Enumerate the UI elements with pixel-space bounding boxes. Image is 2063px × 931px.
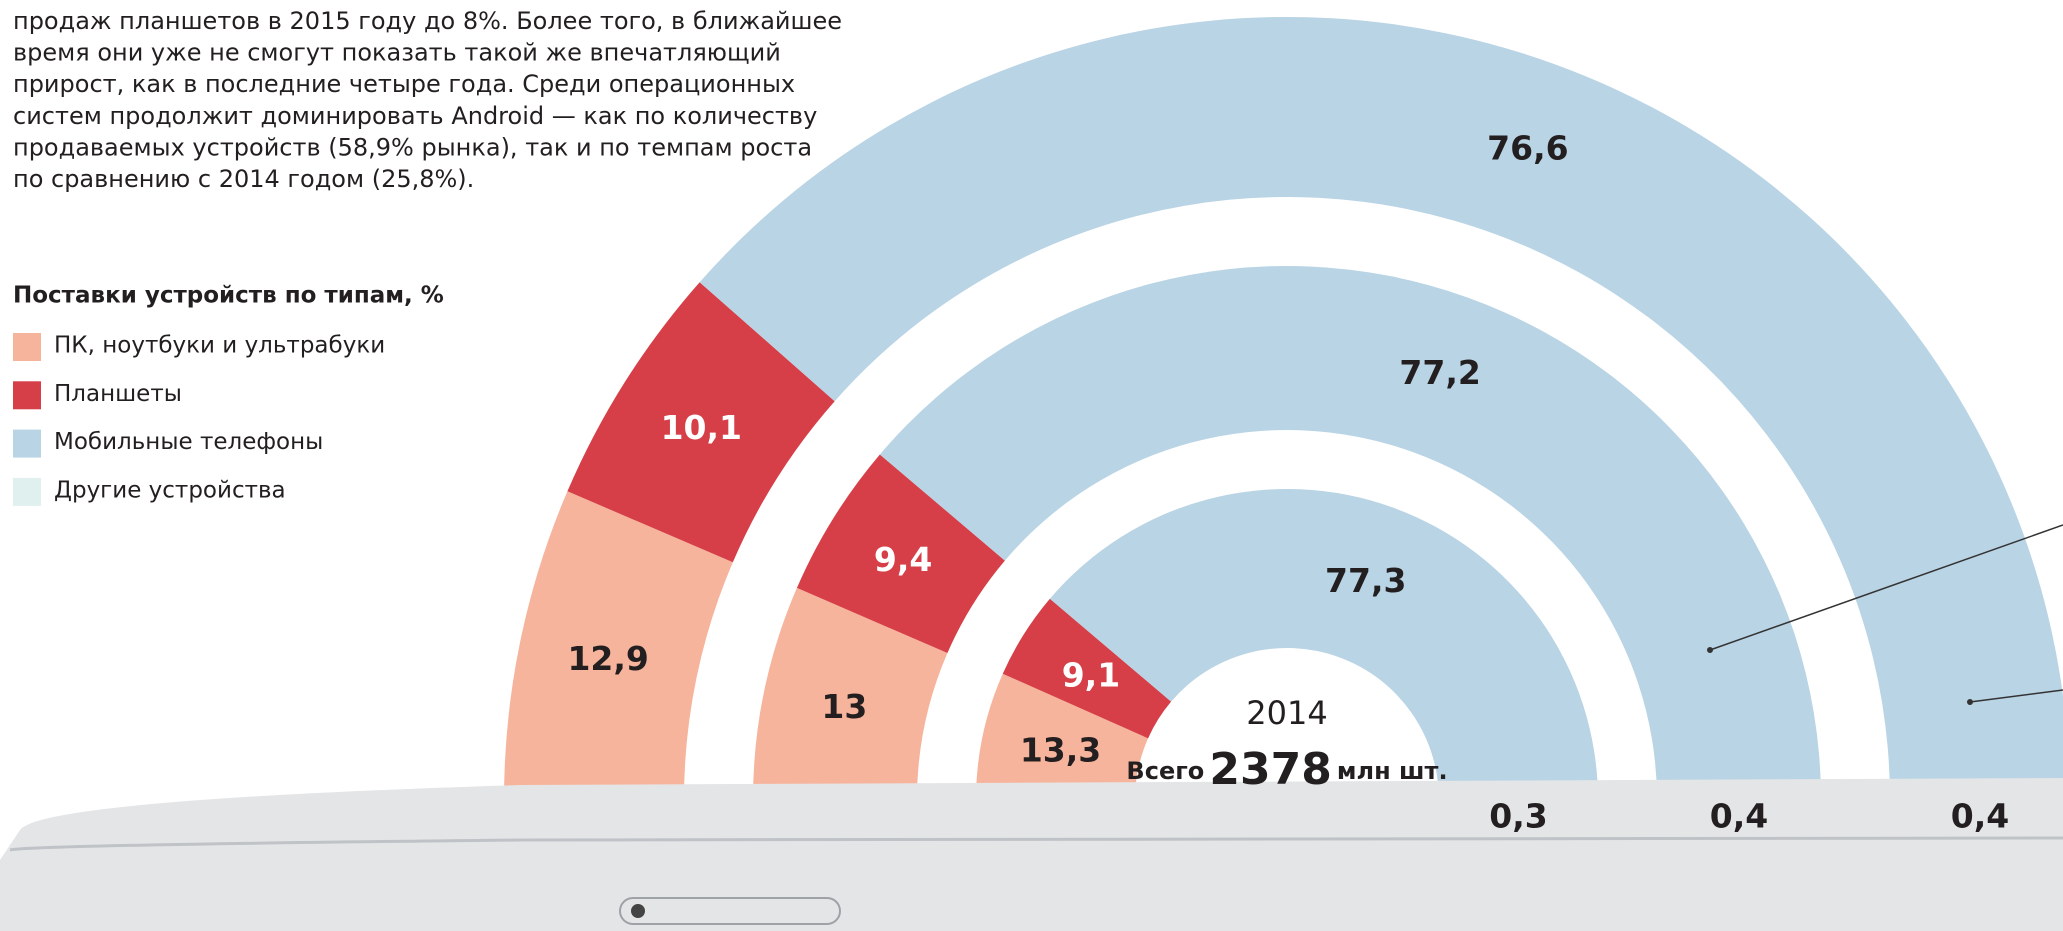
leader-dot (1707, 647, 1713, 653)
rings (504, 17, 2063, 800)
legend-title: Поставки устройств по типам, % (13, 283, 444, 309)
segment (567, 282, 835, 563)
tablet-hole (631, 904, 645, 918)
intro-line: систем продолжит доминировать Android — … (13, 102, 817, 130)
intro-line: продаж планшетов в 2015 году до 8%. Боле… (13, 7, 842, 35)
total-prefix: Всего (1126, 757, 1204, 785)
legend-swatch (13, 333, 41, 361)
segment (1049, 488, 1598, 799)
value-label: 9,1 (1062, 655, 1120, 694)
value-label: 0,4 (1710, 797, 1768, 836)
value-label: 77,2 (1399, 353, 1480, 392)
tablet (0, 524, 2063, 931)
legend: ПК, ноутбуки и ультрабуки Планшеты Мобильн… (13, 333, 385, 506)
value-label: 9,4 (874, 540, 932, 579)
legend-label: Другие устройства (54, 477, 286, 503)
segment (753, 587, 948, 800)
segment (1002, 598, 1172, 739)
intro-line: прирост, как в последние четыре года. Ср… (13, 70, 795, 98)
intro-line: по сравнению с 2014 годом (25,8%). (13, 165, 474, 193)
segment (879, 265, 1821, 796)
tablet-body (0, 778, 2063, 931)
center-total: Всего 2378 млн шт. (1126, 744, 1447, 795)
total-value: 2378 (1209, 744, 1331, 795)
segment (699, 17, 2063, 793)
value-label: 76,6 (1487, 129, 1568, 168)
total-unit: млн шт. (1337, 757, 1448, 785)
legend-swatch (13, 477, 41, 506)
value-label: 13 (821, 687, 867, 726)
legend-label: ПК, ноутбуки и ультрабуки (54, 333, 385, 359)
legend-swatch (13, 381, 41, 410)
value-label: 0,3 (1489, 797, 1547, 836)
leader-line (1709, 524, 2063, 651)
value-label: 13,3 (1020, 730, 1101, 769)
tablet-button (619, 897, 841, 925)
intro-text: продаж планшетов в 2015 году до 8%. Боле… (13, 7, 842, 193)
center-year: 2014 (1246, 694, 1327, 732)
value-label: 10,1 (661, 408, 742, 447)
value-label: 77,3 (1325, 561, 1406, 600)
intro-line: время они уже не смогут показать такой ж… (13, 39, 781, 67)
tablet-edge (9, 836, 2063, 852)
value-label: 12,9 (567, 639, 648, 678)
labels: 13,3 9,1 77,3 0,3 13 9,4 77,2 0,4 12,9 10,1 76,6 0,… (567, 129, 2009, 836)
leader-dot (1967, 699, 1973, 705)
legend-label: Мобильные телефоны (54, 429, 323, 455)
legend-swatch (13, 429, 41, 458)
intro-line: продаваемых устройств (58,9% рынка), так… (13, 133, 812, 161)
leader-line (1969, 689, 2063, 703)
segment (504, 491, 733, 800)
segment (796, 454, 1005, 654)
legend-label: Планшеты (54, 381, 182, 407)
value-label: 0,4 (1951, 797, 2009, 836)
segment (976, 673, 1149, 800)
